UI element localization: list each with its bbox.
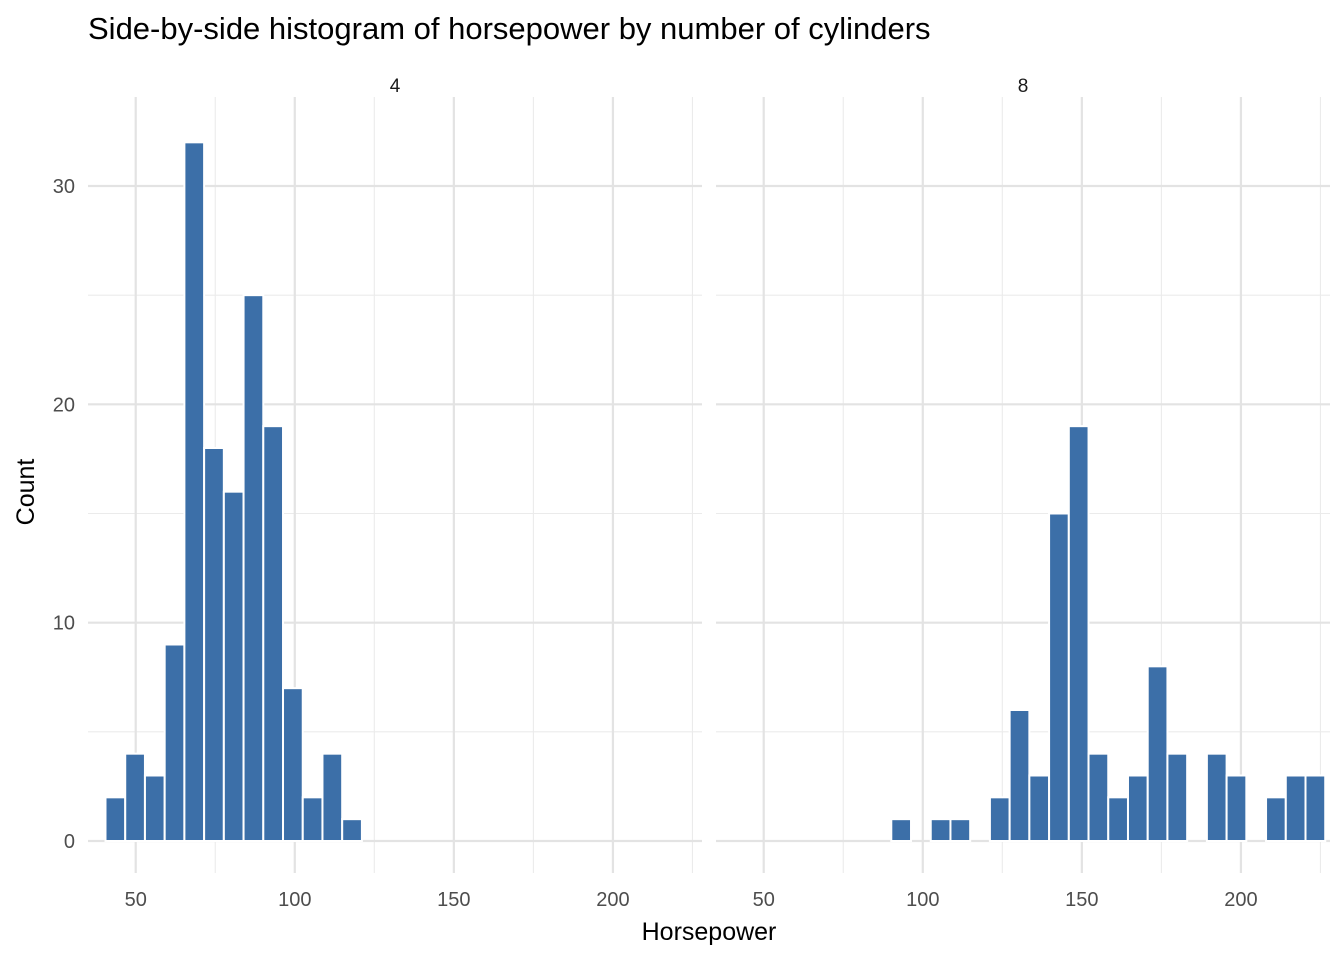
y-axis-title: Count	[12, 459, 40, 526]
histogram-bar	[262, 425, 285, 842]
facet-label: 4	[390, 76, 401, 97]
chart-title: Side-by-side histogram of horsepower by …	[88, 11, 931, 46]
histogram-bar	[242, 294, 265, 842]
histogram-bar	[1126, 774, 1149, 842]
x-tick-label: 150	[437, 889, 470, 911]
histogram-bar	[949, 818, 972, 843]
histogram-bar	[1008, 709, 1031, 842]
histogram-bar	[143, 774, 166, 842]
histogram-bar	[124, 752, 146, 843]
panel-8: 8 50 100 150 200	[716, 76, 1330, 911]
histogram-bar	[301, 796, 324, 842]
histogram-bar	[1205, 752, 1228, 843]
y-tick-label: 10	[53, 613, 75, 635]
histogram-bar	[183, 141, 206, 843]
histogram-bar	[104, 796, 127, 842]
histogram-bar	[341, 818, 363, 843]
x-tick-label: 200	[1224, 889, 1257, 911]
histogram-bar	[988, 796, 1011, 842]
histogram-bar	[1304, 774, 1327, 842]
x-tick-label: 50	[753, 889, 775, 911]
histogram-bar	[1265, 796, 1287, 842]
histogram-bar	[1166, 752, 1189, 843]
x-tick-label: 150	[1065, 889, 1098, 911]
histogram-bar	[929, 818, 952, 843]
histogram-bar	[1048, 512, 1070, 842]
histogram-bar	[890, 818, 913, 843]
histogram-bar	[203, 447, 225, 842]
facet-label: 8	[1018, 76, 1029, 97]
histogram-bar	[1107, 796, 1129, 842]
y-tick-label: 0	[64, 831, 75, 853]
histogram-bar	[222, 490, 245, 842]
x-axis-title: Horsepower	[642, 918, 777, 946]
panels: 4 50 100 150 200 0 10 20 30 8 50 100 150 200	[53, 76, 1330, 911]
histogram-bar	[1087, 752, 1110, 843]
histogram-bar	[1067, 425, 1090, 842]
histogram-bar	[321, 752, 344, 843]
x-tick-label: 200	[596, 889, 629, 911]
y-tick-label: 20	[53, 394, 75, 416]
histogram-bar	[1146, 665, 1169, 842]
y-tick-label: 30	[53, 176, 75, 198]
x-tick-label: 100	[278, 889, 311, 911]
histogram-bar	[1284, 774, 1307, 842]
panel-4: 4 50 100 150 200 0 10 20 30	[53, 76, 702, 911]
x-tick-label: 100	[906, 889, 939, 911]
x-tick-label: 50	[125, 889, 147, 911]
histogram-bar	[1028, 774, 1051, 842]
histogram-bar	[282, 687, 304, 843]
histogram-bar	[163, 643, 186, 842]
histogram-bar	[1225, 774, 1248, 842]
